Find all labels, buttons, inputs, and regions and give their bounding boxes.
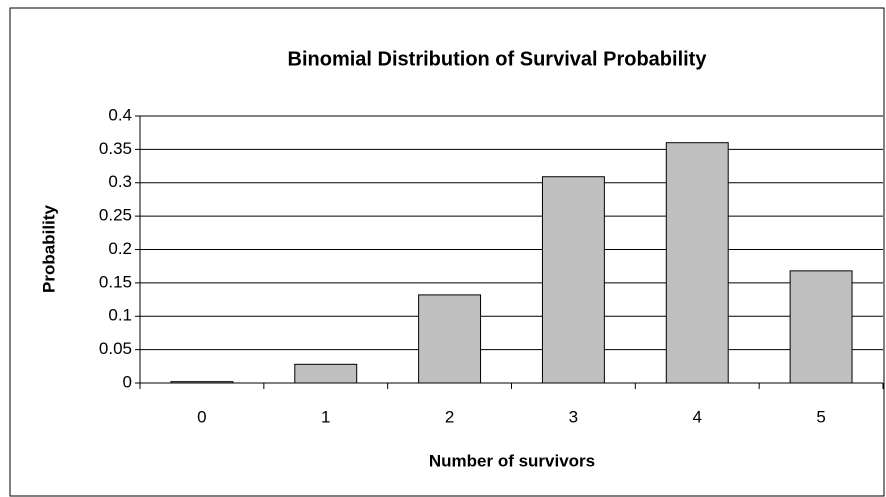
x-tick-label: 3 — [569, 407, 578, 426]
bar — [294, 363, 358, 384]
x-tick-label: 4 — [693, 407, 702, 426]
chart-title: Binomial Distribution of Survival Probab… — [288, 48, 708, 70]
y-tick-label: 0.4 — [108, 105, 132, 124]
bar — [541, 176, 605, 384]
bar — [789, 270, 853, 384]
y-tick-label: 0.1 — [108, 306, 132, 325]
x-tick-label: 5 — [816, 407, 825, 426]
x-axis-title: Number of survivors — [429, 451, 595, 470]
x-tick-label: 2 — [445, 407, 454, 426]
y-tick-label: 0.05 — [99, 339, 132, 358]
y-tick-label: 0.25 — [99, 206, 132, 225]
y-axis-title: Probability — [39, 205, 58, 293]
y-tick-label: 0.15 — [99, 272, 132, 291]
y-tick-label: 0.35 — [99, 139, 132, 158]
bar — [170, 381, 234, 384]
y-tick-label: 0.2 — [108, 239, 132, 258]
x-tick-label: 1 — [321, 407, 330, 426]
y-tick-label: 0.3 — [108, 172, 132, 191]
bar — [418, 294, 482, 384]
y-tick-label: 0 — [123, 372, 132, 391]
x-tick-label: 0 — [197, 407, 206, 426]
chart-frame — [9, 7, 885, 497]
bar — [665, 142, 729, 384]
